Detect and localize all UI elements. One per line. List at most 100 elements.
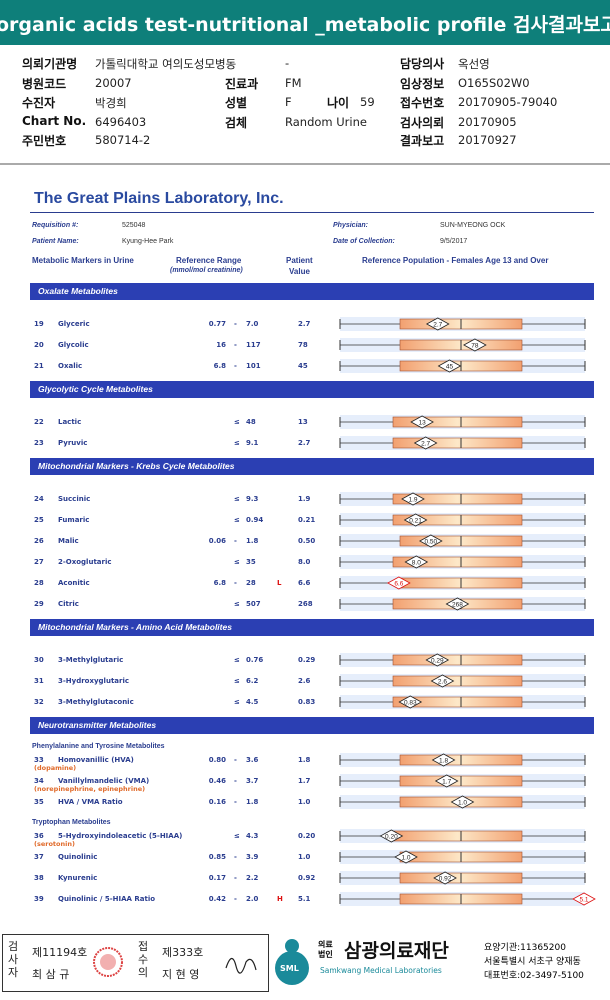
- range-bar: [392, 696, 523, 708]
- info-label: 나이: [327, 96, 350, 110]
- address: 서울특별시 서초구 양재동: [484, 957, 581, 967]
- row-note: (dopamine): [34, 764, 77, 772]
- patient-value: 8.0: [298, 558, 311, 566]
- info-label: 임상정보: [400, 77, 445, 91]
- logo-text: SML: [280, 964, 299, 973]
- range-high: 9.3: [246, 495, 259, 503]
- label: Patient Name:: [32, 238, 79, 245]
- label: Requisition #:: [32, 222, 79, 229]
- range-op: -: [234, 798, 237, 806]
- info-value: 6496403: [95, 115, 147, 129]
- range-bar: [392, 556, 523, 568]
- info-value: 20170927: [458, 133, 517, 147]
- patient-value: 1.7: [298, 777, 311, 785]
- range-op: ≤: [234, 832, 240, 840]
- value-diamond: [425, 653, 450, 667]
- diamond-label: 0.29: [431, 658, 444, 665]
- range-op: ≤: [234, 600, 240, 608]
- patient-value: 5.1: [298, 895, 311, 903]
- value-diamond: [387, 576, 411, 590]
- range-bar: [392, 493, 523, 505]
- row-num: 30: [34, 656, 44, 664]
- range-high: 48: [246, 418, 256, 426]
- diamond-label: 0.50: [425, 539, 438, 546]
- row-name: Vanillylmandelic (VMA): [58, 777, 150, 785]
- range-bar: [392, 514, 523, 526]
- info-label: 수진자: [22, 96, 56, 110]
- range-high: 1.8: [246, 537, 259, 545]
- row-name: Quinolinic / 5-HIAA Ratio: [58, 895, 156, 903]
- diamond-label: 1.0: [401, 855, 410, 862]
- range-low: 0.46: [208, 777, 226, 785]
- range-high: 4.3: [246, 832, 259, 840]
- group-title: Phenylalanine and Tyrosine Metabolites: [32, 743, 165, 750]
- org-en: Samkwang Medical Laboratories: [320, 966, 442, 975]
- value-diamond: [431, 753, 456, 767]
- info-label: 담당의사: [400, 57, 445, 71]
- row-num: 21: [34, 362, 44, 370]
- value: 9/5/2017: [440, 238, 468, 245]
- group-title: Tryptophan Metabolites: [32, 819, 111, 826]
- row-num: 20: [34, 341, 44, 349]
- range-high: 2.0: [246, 895, 259, 903]
- patient-value: 2.6: [298, 677, 311, 685]
- patient-value: 6.6: [298, 579, 311, 587]
- range-op: ≤: [234, 656, 240, 664]
- row-name: Aconitic: [58, 579, 90, 587]
- row-name: 3-Methylglutaric: [58, 656, 124, 664]
- patient-value: 0.20: [298, 832, 316, 840]
- info-value: -: [285, 56, 290, 70]
- value-diamond: [413, 436, 438, 450]
- receiver-label: 접수의: [138, 940, 149, 979]
- info-label: 결과보고: [400, 134, 445, 148]
- section-header: Oxalate Metabolites: [30, 283, 594, 300]
- seal: [93, 947, 123, 977]
- row-name: Lactic: [58, 418, 82, 426]
- range-high: 507: [246, 600, 261, 608]
- patient-value: 0.83: [298, 698, 316, 706]
- range-low: 0.77: [208, 320, 226, 328]
- patient-value: 45: [298, 362, 308, 370]
- range-high: 117: [246, 341, 261, 349]
- row-name: Citric: [58, 600, 79, 608]
- value-diamond: [430, 674, 455, 688]
- examiner-name: 최 삼 규: [32, 968, 70, 981]
- value-diamond: [463, 338, 487, 352]
- info-label: 검사의뢰: [400, 116, 445, 130]
- info-value: 20170905-79040: [458, 95, 558, 109]
- row-name: Glycolic: [58, 341, 89, 349]
- range-op: -: [234, 895, 237, 903]
- diamond-label: 1.8: [439, 758, 448, 765]
- row-name: 3-Hydroxyglutaric: [58, 677, 130, 685]
- diamond-label: 2.7: [421, 441, 430, 448]
- diamond-label: 45: [446, 364, 454, 371]
- row-name: HVA / VMA Ratio: [58, 798, 123, 806]
- info-value: 20170905: [458, 115, 517, 129]
- value-diamond: [404, 555, 429, 569]
- value-diamond: [450, 795, 475, 809]
- row-name: Malic: [58, 537, 79, 545]
- info-label: 검체: [225, 116, 248, 130]
- flag: H: [277, 895, 283, 903]
- range-high: 1.8: [246, 798, 259, 806]
- range-bar: [392, 830, 523, 842]
- range-op: -: [234, 874, 237, 882]
- range-high: 4.5: [246, 698, 259, 706]
- range-bar: [392, 416, 523, 428]
- range-high: 9.1: [246, 439, 259, 447]
- range-high: 35: [246, 558, 256, 566]
- diamond-label: 2.6: [438, 679, 447, 686]
- patient-value: 0.92: [298, 874, 316, 882]
- range-bar: [392, 654, 523, 666]
- row-num: 24: [34, 495, 44, 503]
- info-label: 의뢰기관명: [22, 57, 78, 71]
- range-low: 6.8: [213, 579, 226, 587]
- row-num: 25: [34, 516, 44, 524]
- row-num: 35: [34, 798, 44, 806]
- range-op: -: [234, 777, 237, 785]
- info-value: 옥선영: [458, 57, 490, 71]
- range-low: 0.80: [208, 756, 226, 764]
- info-value: 박경희: [95, 96, 127, 110]
- row-name: Homovanillic (HVA): [58, 756, 134, 764]
